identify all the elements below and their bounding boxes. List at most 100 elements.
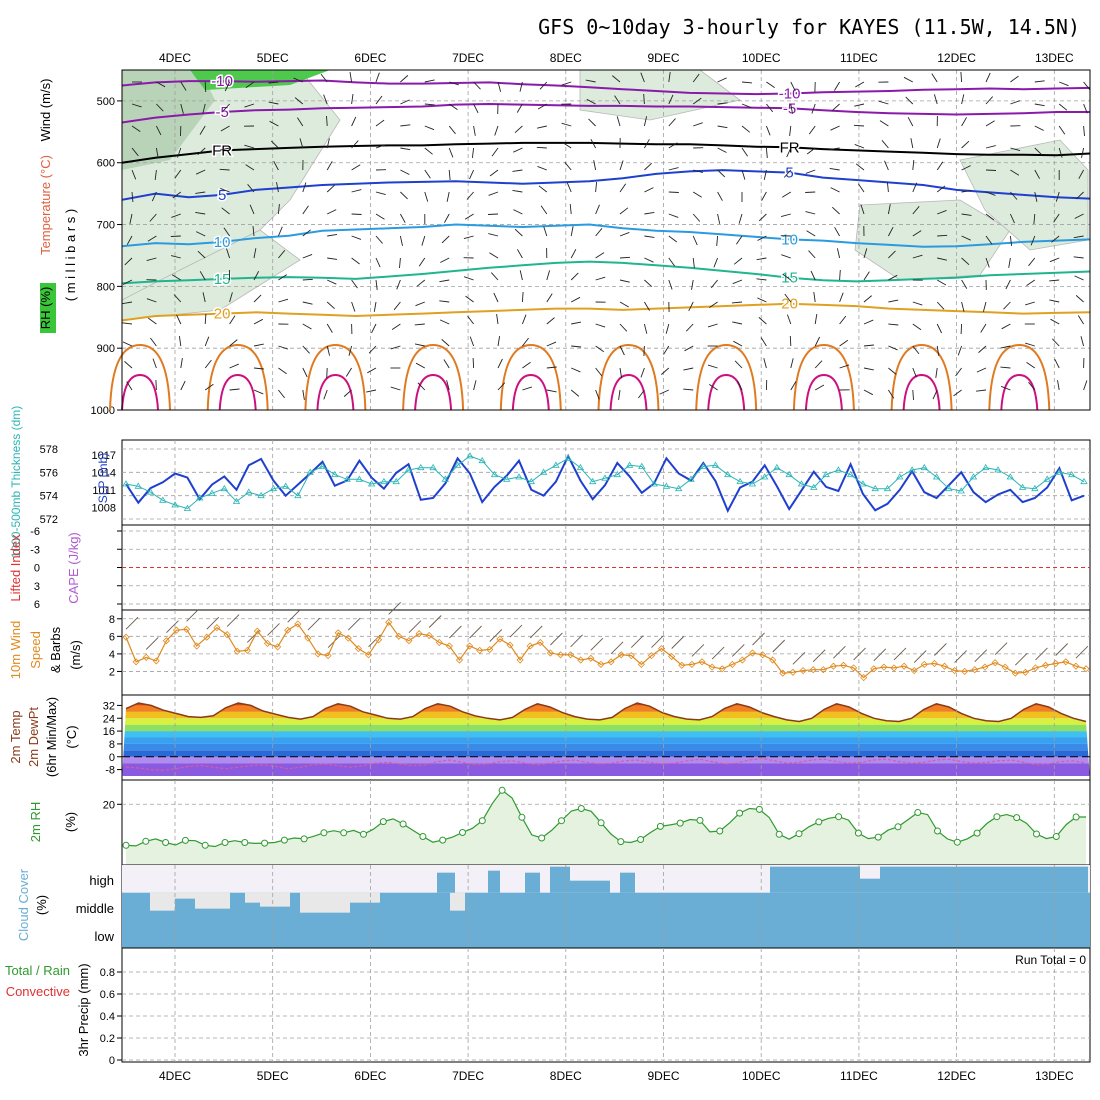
wind10m-point (162, 637, 170, 645)
wind-barb (985, 191, 996, 196)
wind10m-point (981, 663, 989, 671)
thickness-point (392, 477, 400, 485)
wind10m-point (890, 664, 898, 672)
thickness-point (453, 461, 462, 468)
wind-barb (685, 323, 694, 332)
wind-barb (441, 339, 450, 347)
wind-barb (465, 295, 474, 303)
thickness-point (969, 473, 978, 480)
wind-barb (936, 185, 946, 193)
wind-barb (713, 257, 719, 268)
precip-total-label: Total / Rain (5, 963, 70, 978)
thickness-point (711, 461, 720, 468)
wind-barb (1051, 338, 1060, 347)
wind-barb (643, 116, 648, 127)
temp2m-tick-label: 32 (103, 700, 115, 712)
cloud-mid-gap (450, 892, 465, 911)
thickness-point (490, 470, 499, 478)
wind-barb (1003, 301, 1011, 310)
wind-barb (473, 103, 479, 114)
wind-barb (863, 248, 868, 259)
wind-barb (1083, 125, 1085, 137)
wind-barb (985, 120, 995, 127)
wind-barb (546, 366, 557, 369)
wind10m-point (556, 651, 565, 659)
wind-barb (253, 343, 264, 347)
surface-wind-barb (1035, 647, 1048, 661)
wind-barb (497, 336, 501, 347)
isotherm-30-arc (804, 373, 843, 411)
wind-barb (839, 315, 847, 325)
wind-barb (668, 94, 674, 105)
wind10m-axis-label-4: (m/s) (68, 640, 83, 670)
wind-barb (131, 125, 141, 132)
wind-barb (351, 116, 357, 127)
wind-barb (834, 81, 840, 91)
top-day-label: 5DEC (257, 51, 289, 65)
temp-band (122, 718, 1090, 725)
rh-legend-swatch (40, 283, 56, 333)
wind-barb (733, 340, 743, 347)
wind-barb (1028, 257, 1036, 267)
wind-barb (1008, 257, 1011, 268)
pressure-tick-label: 500 (97, 96, 115, 108)
thickness-tick-label: 576 (40, 467, 58, 479)
thickness-point (220, 484, 229, 492)
wind10m-point (526, 642, 534, 650)
wind-barb (1051, 235, 1060, 243)
wind-barb (439, 300, 450, 303)
wind10m-point (850, 664, 858, 672)
wind-barb (302, 253, 313, 259)
wind10m-point (779, 669, 787, 677)
wind-barb (180, 81, 187, 91)
wind-barb (586, 98, 596, 105)
wind-barb (253, 367, 264, 370)
wind10m-point (516, 656, 524, 664)
bottom-day-label: 6DEC (354, 1069, 386, 1083)
thickness-point (367, 480, 376, 487)
rh2m-point (340, 829, 348, 837)
wind-barb (497, 81, 502, 92)
top-day-label: 4DEC (159, 51, 191, 65)
thickness-point (232, 497, 241, 504)
wind-barb (888, 367, 897, 375)
wind-barb (688, 301, 694, 312)
wind10m-point (718, 665, 726, 673)
wind-barb (717, 147, 727, 153)
thickness-point (281, 482, 290, 489)
wind-barb (490, 272, 499, 281)
isotherm-label: 10 (214, 234, 231, 251)
wind-barb (444, 213, 450, 223)
wind-barb (247, 184, 255, 193)
wind-barb (903, 76, 914, 83)
wind-barb (253, 318, 264, 325)
lifted-index-tick-label: -3 (30, 544, 40, 556)
wind-barb (171, 274, 182, 281)
wind10m-axis-label-2: Speed (28, 631, 43, 669)
isotherm-30-arc (218, 373, 257, 411)
wind-barb (351, 301, 356, 312)
wind-barb (961, 213, 972, 216)
wind-barb (293, 77, 303, 83)
wind-barb (229, 315, 236, 325)
wind-barb (978, 345, 987, 353)
thickness-point (269, 484, 278, 492)
surface-wind-barb (529, 625, 543, 639)
wind-barb (424, 169, 431, 179)
wind-barb (1058, 147, 1063, 158)
bottom-day-label: 13DEC (1035, 1069, 1074, 1083)
rh2m-point (577, 805, 585, 812)
wind-barb (245, 164, 255, 171)
wind-barb (763, 358, 767, 369)
wind-barb (537, 165, 547, 171)
wind10m-point (243, 646, 251, 654)
wind10m-point (172, 626, 181, 634)
bottom-day-label: 7DEC (452, 1069, 484, 1083)
wind-barb (937, 234, 948, 237)
wind-barb (421, 235, 426, 246)
wind-barb (351, 164, 361, 171)
wind-barb (936, 323, 943, 334)
wind-barb (783, 169, 792, 178)
wind-barb (253, 389, 264, 395)
wind10m-point (920, 660, 928, 668)
